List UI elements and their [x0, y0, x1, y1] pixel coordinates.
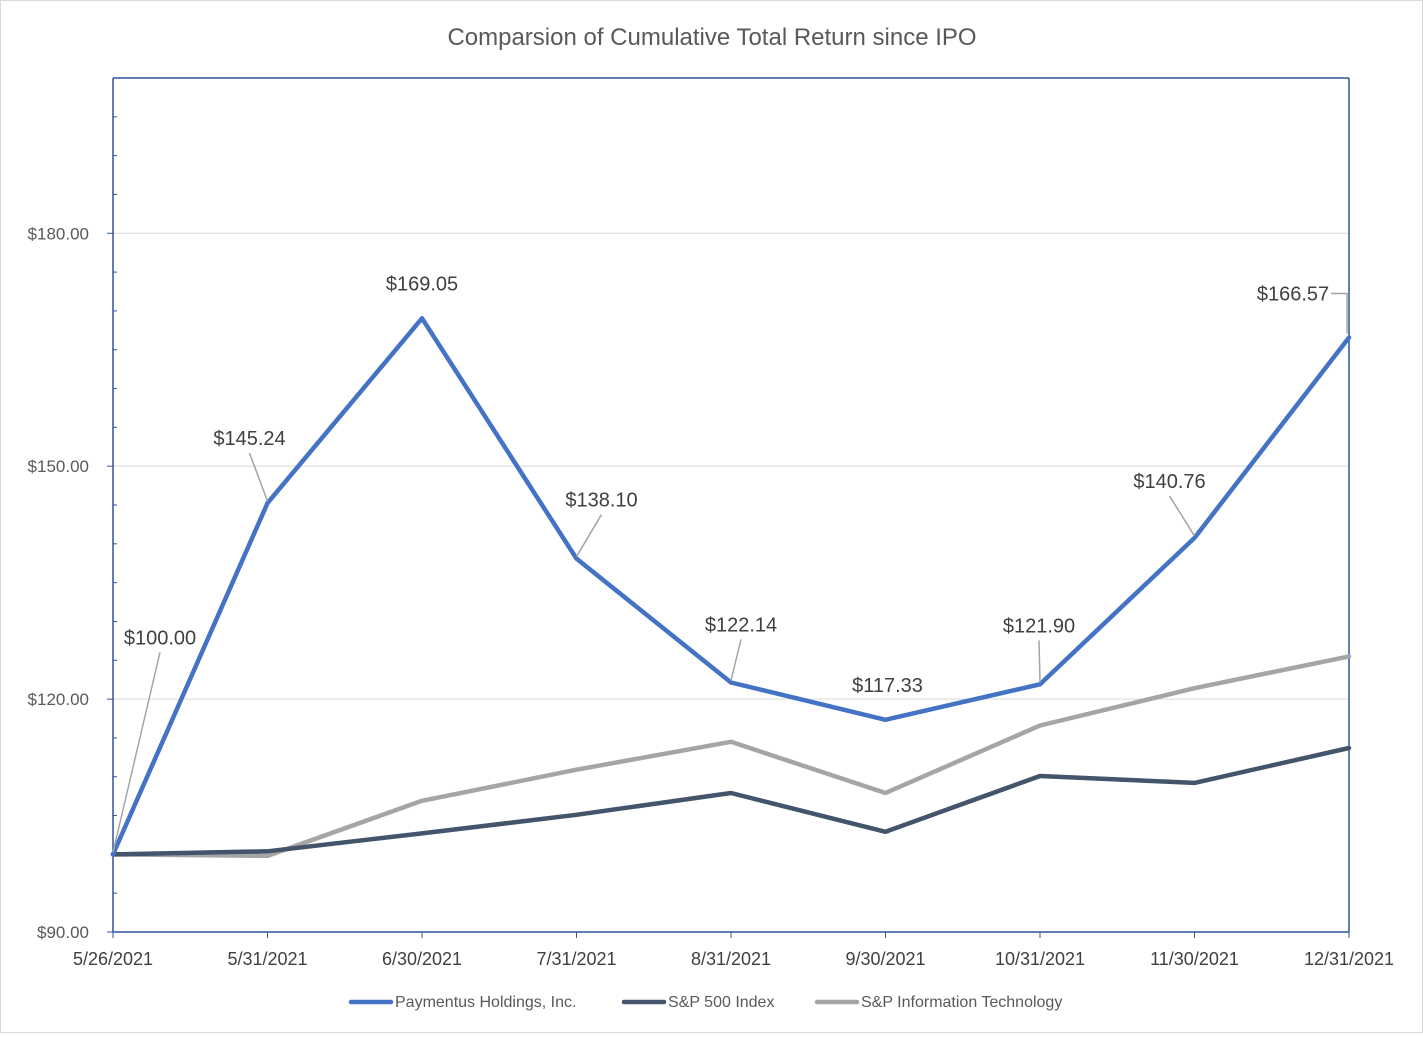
- legend: Paymentus Holdings, Inc. S&P 500 Index S&P…: [348, 994, 1062, 1011]
- leader-line: [575, 514, 603, 557]
- y-tick-label: $90.00: [37, 923, 89, 942]
- y-tick-label: $120.00: [28, 690, 89, 709]
- data-label: $121.90: [1003, 615, 1075, 637]
- x-tick-label: 10/31/2021: [995, 949, 1085, 969]
- data-label: $169.05: [386, 273, 458, 295]
- y-tick-label: $150.00: [28, 457, 89, 476]
- data-label: $122.14: [705, 614, 777, 636]
- axes: $90.00 $120.00 $150.00 $180.00 5/26/2021 5/31…: [28, 77, 1394, 969]
- data-label: $117.33: [852, 675, 923, 697]
- series-lines: [110, 316, 1352, 859]
- series-line: [110, 654, 1352, 859]
- legend-label: S&P Information Technology: [861, 994, 1062, 1011]
- data-label: $145.24: [213, 428, 285, 450]
- x-tick-label: 9/30/2021: [845, 949, 925, 969]
- leader-line: [1331, 292, 1348, 334]
- leader-line: [248, 452, 269, 502]
- legend-label: Paymentus Holdings, Inc.: [395, 994, 576, 1011]
- data-label: $166.57: [1257, 284, 1329, 306]
- leader-line: [1168, 495, 1196, 537]
- data-label: $140.76: [1133, 471, 1205, 493]
- x-tick-label: 8/31/2021: [691, 949, 771, 969]
- x-tick-label: 11/30/2021: [1150, 949, 1239, 969]
- chart-title: Comparsion of Cumulative Total Return si…: [447, 24, 976, 51]
- y-tick-label: $180.00: [28, 224, 89, 243]
- leader-line: [1038, 640, 1041, 683]
- x-tick-label: 12/31/2021: [1304, 949, 1394, 969]
- x-tick-label: 5/26/2021: [73, 949, 153, 969]
- legend-label: S&P 500 Index: [668, 994, 774, 1011]
- series-line: [110, 316, 1352, 857]
- x-tick-label: 6/30/2021: [382, 949, 462, 969]
- data-label: $138.10: [565, 490, 637, 512]
- data-labels: $100.00 $145.24 $169.05 $138.10 $122.14 $117.…: [112, 273, 1348, 853]
- x-tick-label: 5/31/2021: [227, 949, 307, 969]
- leader-line: [730, 639, 742, 681]
- series-line: [110, 745, 1352, 857]
- data-label: $100.00: [124, 627, 196, 649]
- leader-line: [112, 652, 161, 853]
- x-tick-label: 7/31/2021: [536, 949, 616, 969]
